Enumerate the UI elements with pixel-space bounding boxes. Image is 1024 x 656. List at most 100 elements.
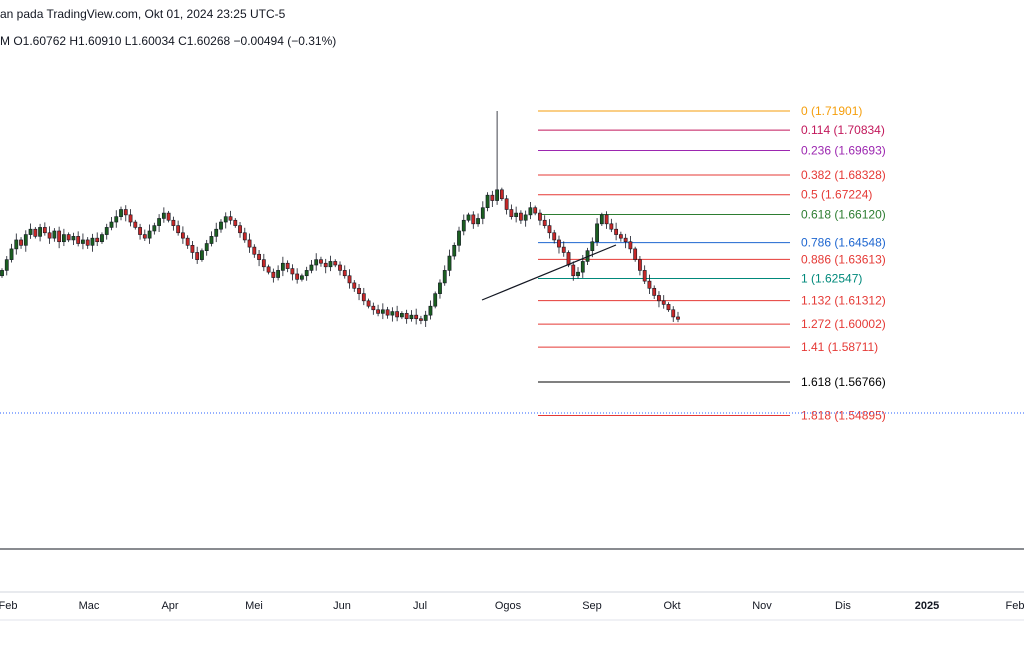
- candle-body: [552, 232, 557, 241]
- candle-body: [661, 300, 666, 305]
- candle-body: [238, 225, 242, 234]
- fib-label-13: 1.818 (1.54895): [801, 409, 886, 423]
- candle-body: [471, 214, 476, 225]
- candle-body: [638, 259, 642, 271]
- candle-body: [309, 264, 314, 271]
- fib-label-7: 0.886 (1.63613): [801, 252, 886, 266]
- candle-body: [23, 234, 28, 246]
- candle-body: [423, 314, 428, 321]
- candle-body: [157, 218, 161, 226]
- candle-body: [314, 259, 319, 266]
- candle-body: [495, 189, 499, 201]
- fibonacci-extension[interactable]: 0 (1.71901) 0.114 (1.70834) 0.236 (1.69693…: [538, 104, 886, 423]
- candle-body: [499, 189, 504, 200]
- candle-body: [542, 219, 547, 226]
- candle-body: [261, 259, 266, 268]
- candle-body: [380, 309, 385, 314]
- candle-body: [376, 309, 380, 314]
- candle-body: [223, 216, 228, 223]
- candle-body: [361, 293, 366, 302]
- candle-body: [119, 209, 123, 217]
- fib-label-0: 0 (1.71901): [801, 104, 862, 118]
- chart-title: an pada TradingView.com, Okt 01, 2024 23…: [0, 7, 286, 21]
- candle-body: [185, 237, 190, 246]
- fib-label-9: 1.132 (1.61312): [801, 294, 886, 308]
- candle-body: [414, 314, 419, 320]
- candle-body: [128, 214, 133, 223]
- fib-label-12: 1.618 (1.56766): [801, 375, 886, 389]
- candle-body: [671, 309, 676, 318]
- candle-body: [290, 268, 295, 275]
- candle-body: [214, 228, 219, 237]
- candle-body: [666, 304, 671, 311]
- trendline[interactable]: [481, 244, 617, 301]
- time-axis-tick: Feb: [1006, 600, 1024, 612]
- candle-body: [38, 227, 42, 237]
- candle-body: [271, 271, 276, 278]
- candle-body: [476, 218, 480, 225]
- candle-body: [485, 194, 490, 209]
- candle-body: [357, 287, 361, 294]
- candle-body: [599, 214, 604, 225]
- candle-body: [404, 313, 409, 320]
- candle-body: [623, 237, 628, 243]
- candle-body: [47, 232, 52, 239]
- candle-body: [233, 219, 238, 226]
- candle-body: [504, 198, 509, 210]
- candle-body: [104, 227, 109, 235]
- candle-body: [95, 237, 100, 243]
- candle-body: [514, 212, 519, 217]
- candle-body: [328, 261, 333, 268]
- candle-body: [438, 282, 442, 294]
- candle-body: [628, 241, 633, 250]
- candle-body: [319, 259, 323, 264]
- candle-body: [323, 262, 328, 268]
- candle-body: [433, 293, 438, 307]
- fib-label-4: 0.5 (1.67224): [801, 188, 872, 202]
- candle-body: [480, 207, 485, 219]
- candle-body: [409, 314, 414, 320]
- fib-label-10: 1.272 (1.60002): [801, 317, 886, 331]
- time-axis-tick: Mac: [79, 600, 100, 612]
- candle-body: [166, 212, 171, 221]
- candle-body: [9, 248, 14, 260]
- time-axis-tick: Apr: [161, 600, 178, 612]
- candle-body: [519, 212, 523, 221]
- time-axis-tick: Ogos: [495, 600, 522, 612]
- time-axis-tick: Jul: [413, 600, 427, 612]
- candle-body: [652, 287, 657, 296]
- candle-body: [442, 270, 447, 284]
- fib-label-8: 1 (1.62547): [801, 271, 862, 285]
- candle-body: [280, 262, 285, 271]
- candle-body: [252, 246, 257, 255]
- candle-body: [133, 221, 138, 228]
- time-axis-tick: Jun: [333, 600, 351, 612]
- time-axis-tick: Mei: [245, 600, 263, 612]
- candle-body: [452, 245, 457, 257]
- candle-body: [71, 236, 76, 241]
- candle-body: [338, 264, 342, 271]
- candle-body: [85, 239, 90, 246]
- candle-body: [490, 194, 495, 201]
- fib-label-6: 0.786 (1.64548): [801, 236, 886, 250]
- candlesticks: [0, 111, 680, 327]
- time-axis[interactable]: Feb Mac Apr Mei Jun Jul Ogos Sep Okt Nov Dis 2025 Fe…: [0, 600, 1024, 612]
- candle-body: [4, 259, 9, 271]
- candle-body: [523, 214, 528, 221]
- candle-body: [419, 318, 423, 321]
- candle-body: [90, 237, 95, 246]
- candle-body: [295, 273, 300, 280]
- candle-body: [385, 309, 390, 316]
- candle-body: [57, 230, 62, 243]
- candle-body: [142, 234, 147, 239]
- candle-body: [109, 221, 114, 228]
- candle-body: [14, 239, 19, 250]
- candle-body: [676, 316, 680, 320]
- candle-body: [657, 295, 661, 302]
- fib-label-11: 1.41 (1.58711): [801, 340, 878, 354]
- candle-body: [181, 232, 185, 239]
- candle-body: [114, 216, 119, 223]
- candle-body: [614, 228, 619, 235]
- time-axis-tick: Nov: [752, 600, 772, 612]
